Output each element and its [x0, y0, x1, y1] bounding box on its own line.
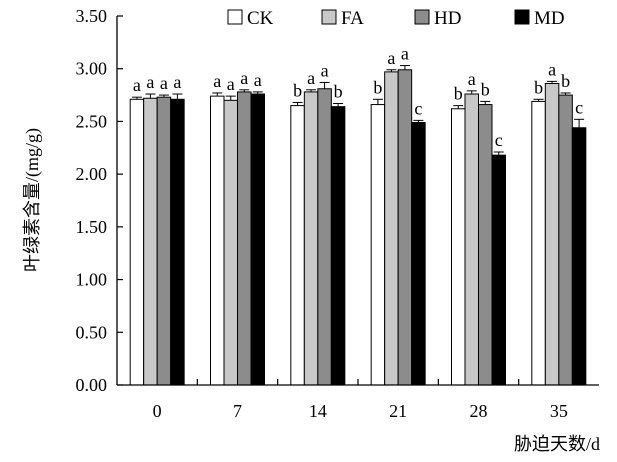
x-tick-label: 28	[470, 401, 488, 421]
legend-item-ck: CK	[227, 8, 274, 29]
bar-md-21	[411, 121, 426, 386]
y-tick-label: 0.00	[76, 375, 108, 395]
bar-hd-21	[397, 69, 413, 386]
y-ticks-layer: 0.00 0.50 1.00 1.50 2.00 2.50 3.00 3.50	[76, 6, 123, 395]
x-tick-label: 0	[153, 401, 162, 421]
bar-hd-0	[156, 96, 172, 386]
x-tick-label: 14	[309, 401, 327, 421]
legend: CK FA HD MD	[227, 8, 565, 29]
bar-ck-7	[210, 95, 225, 386]
bar-md-7	[250, 93, 265, 386]
significance-letter: c	[495, 130, 503, 150]
y-tick-label: 2.00	[76, 164, 108, 184]
bar-ck-28	[451, 108, 466, 386]
bar-fa-0	[143, 97, 158, 386]
x-tick-label: 21	[389, 401, 407, 421]
bar-ck-35	[531, 100, 546, 386]
legend-label: HD	[434, 8, 461, 29]
significance-letter: b	[334, 82, 343, 102]
significance-letter: a	[213, 71, 221, 91]
y-axis-label: 叶绿素含量/(mg/g)	[22, 128, 43, 272]
bar-hd-14	[317, 88, 332, 386]
y-tick-label: 3.50	[76, 6, 108, 26]
bar-md-14	[330, 106, 346, 386]
significance-letter: a	[173, 72, 181, 92]
significance-letter: b	[534, 77, 543, 97]
bar-hd-28	[478, 104, 493, 386]
axes-layer	[116, 16, 599, 386]
significance-letter: a	[146, 72, 154, 92]
bar-md-0	[170, 98, 185, 386]
significance-letter: a	[401, 44, 409, 64]
error-bars-layer	[131, 65, 585, 156]
bars-layer	[129, 69, 587, 386]
legend-label: MD	[534, 8, 565, 29]
legend-item-hd: HD	[414, 8, 461, 29]
bar-fa-35	[544, 82, 560, 386]
y-tick-label: 3.00	[76, 59, 108, 79]
y-tick-label: 1.00	[76, 270, 108, 290]
legend-swatch	[227, 9, 243, 25]
x-tick-label: 35	[550, 401, 568, 421]
x-tick-label: 7	[233, 401, 242, 421]
legend-swatch	[321, 9, 337, 25]
bar-ck-21	[370, 104, 386, 386]
legend-swatch	[514, 9, 530, 25]
significance-letter: a	[548, 59, 556, 79]
x-axis-label: 胁迫天数/d	[514, 434, 600, 454]
significance-letter: a	[227, 74, 235, 94]
significance-letter: b	[293, 80, 302, 100]
bar-hd-7	[237, 91, 252, 386]
legend-item-md: MD	[514, 8, 565, 29]
y-tick-label: 1.50	[76, 217, 108, 237]
bar-fa-7	[223, 99, 238, 386]
legend-swatch	[414, 9, 430, 25]
bar-md-28	[491, 154, 506, 386]
bar-hd-35	[558, 94, 573, 386]
significance-letter: a	[307, 68, 315, 88]
bar-ck-0	[129, 98, 145, 386]
bar-md-35	[571, 127, 587, 386]
bar-ck-14	[290, 105, 305, 386]
y-tick-label: 2.50	[76, 111, 108, 131]
significance-letter: a	[387, 48, 395, 68]
significance-letter: a	[133, 75, 141, 95]
x-ticks-layer: 0 7 14 21 28 35	[153, 379, 568, 421]
significance-letter: b	[373, 77, 382, 97]
bar-fa-14	[303, 91, 319, 386]
legend-label: FA	[341, 8, 364, 29]
significance-letter: a	[321, 60, 329, 80]
legend-label: CK	[247, 8, 274, 29]
significance-letter: c	[414, 98, 422, 118]
significance-letter: c	[575, 97, 583, 117]
significance-letter: a	[160, 73, 168, 93]
legend-item-fa: FA	[321, 8, 364, 29]
significance-letter: b	[454, 84, 463, 104]
bar-fa-28	[464, 93, 479, 386]
y-tick-label: 0.50	[76, 322, 108, 342]
significance-letter: a	[468, 69, 476, 89]
bar-fa-21	[384, 71, 399, 386]
significance-letter: b	[481, 79, 490, 99]
significance-letter: a	[240, 68, 248, 88]
significance-letter: b	[561, 71, 570, 91]
significance-letter: a	[254, 70, 262, 90]
